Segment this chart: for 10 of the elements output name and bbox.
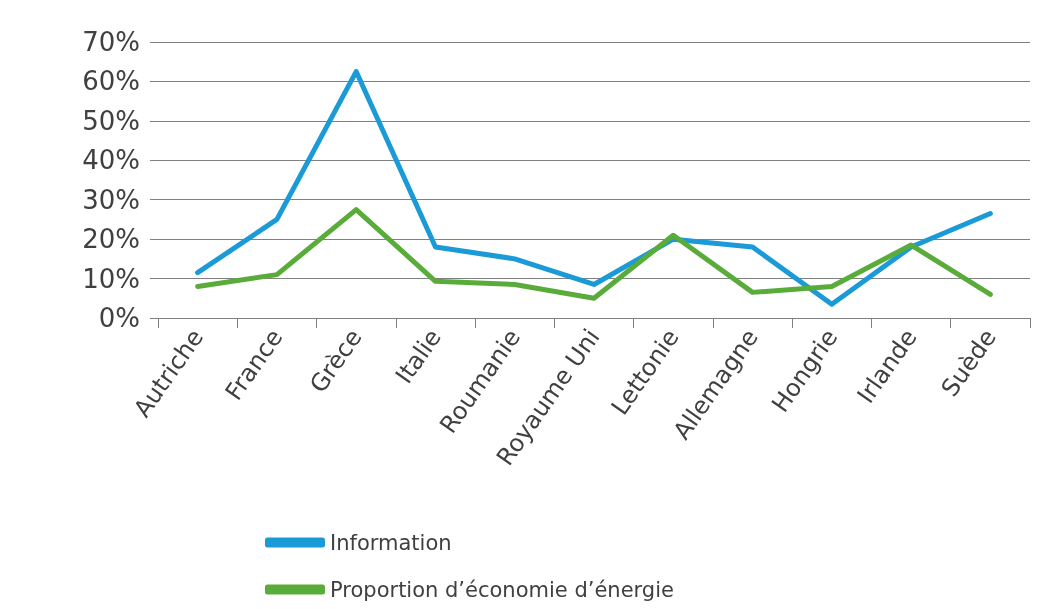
y-tick-label: 40% [82,145,140,176]
legend-label: Proportion d’économie d’énergie [330,577,674,602]
y-tick-label: 50% [82,105,140,136]
y-tick-label: 10% [82,263,140,294]
y-tick-label: 0% [98,303,140,333]
y-tick-label: 20% [82,224,140,255]
y-tick-label: 30% [82,184,140,215]
y-tick-label: 70% [82,27,140,57]
legend-label: Information [330,530,452,555]
y-tick-label: 60% [82,66,140,97]
